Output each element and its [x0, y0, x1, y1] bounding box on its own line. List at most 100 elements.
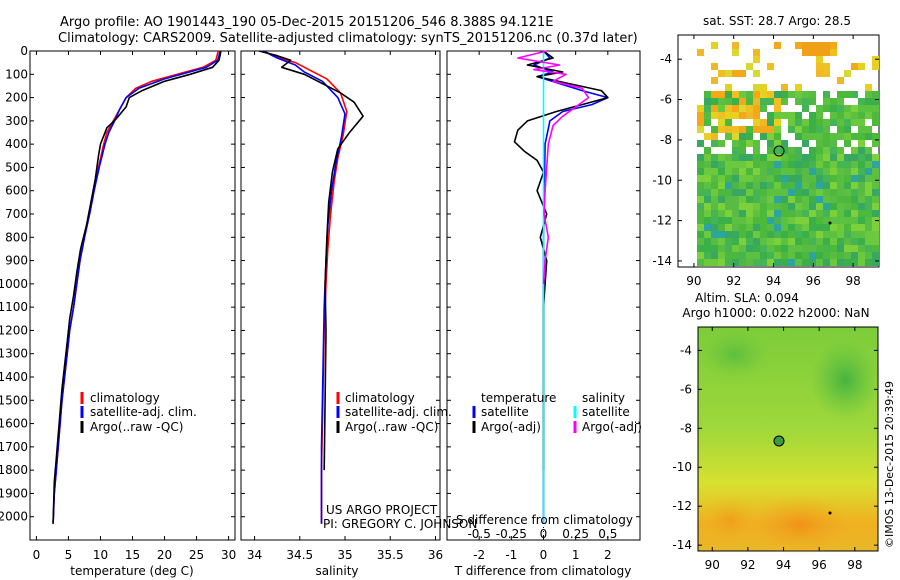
sst-cell [802, 161, 809, 168]
difference-top-label: S difference from climatology [456, 513, 633, 527]
sst-cell [718, 210, 725, 217]
difference-legend-argo-temp: Argo(-adj) [481, 420, 541, 434]
sst-cell [795, 98, 802, 105]
sst-cell [725, 259, 732, 266]
sst-cell [830, 231, 837, 238]
sst-cell [767, 112, 774, 119]
sst-cell [711, 231, 718, 238]
sst-cell [746, 259, 753, 266]
sst-cell [823, 210, 830, 217]
sst-cell [851, 189, 858, 196]
sst-cell [851, 161, 858, 168]
sst-cell [704, 231, 711, 238]
sst-cell [732, 245, 739, 252]
sst-cell [781, 140, 788, 147]
sst-cell [739, 161, 746, 168]
sst-cell [844, 112, 851, 119]
sst-cell [753, 126, 760, 133]
sst-cell [858, 161, 865, 168]
x-tick-label: 30 [221, 548, 236, 562]
sst-cell [851, 119, 858, 126]
map-y-tick-label: -6 [660, 93, 672, 107]
series-line-satellite-adj-clim- [52, 50, 222, 524]
sst-cell [837, 105, 844, 112]
sst-cell [823, 49, 830, 56]
sst-cell [788, 182, 795, 189]
sst-cell [816, 175, 823, 182]
sla-green-lobe-right [810, 340, 880, 420]
sst-cell [697, 231, 704, 238]
salinity-legend: climatology satellite-adj. clim. Argo(..… [336, 391, 452, 434]
sst-cell [725, 91, 732, 98]
sst-cell [837, 252, 844, 259]
sst-cell [872, 133, 879, 140]
sst-cell [795, 217, 802, 224]
sst-cell [760, 238, 767, 245]
sst-cell [767, 133, 774, 140]
sst-cell [816, 168, 823, 175]
temperature-legend-argo: Argo(..raw -QC) [90, 420, 183, 434]
sst-cell [809, 147, 816, 154]
sst-cell [781, 252, 788, 259]
sst-cell [781, 112, 788, 119]
sst-cell [858, 245, 865, 252]
sst-cell [760, 182, 767, 189]
sst-cell [753, 70, 760, 77]
sst-cell [774, 259, 781, 266]
sst-cell [809, 175, 816, 182]
sst-cell [802, 42, 809, 49]
sst-cell [697, 154, 704, 161]
difference-series [513, 50, 609, 524]
x-tick-label: 2 [604, 548, 612, 562]
sst-cell [851, 182, 858, 189]
sst-cell [795, 238, 802, 245]
sst-cell [774, 133, 781, 140]
sst-cell [788, 238, 795, 245]
sst-cell [830, 252, 837, 259]
sst-cell [851, 196, 858, 203]
sst-cell [851, 175, 858, 182]
sst-cell [830, 182, 837, 189]
sst-cell [844, 126, 851, 133]
sst-cell [746, 161, 753, 168]
sst-cell [725, 175, 732, 182]
sst-cell [774, 182, 781, 189]
sst-cell [851, 252, 858, 259]
x-tick-label: 35 [337, 548, 352, 562]
sst-cell [809, 112, 816, 119]
sst-cell [844, 154, 851, 161]
sst-cell [697, 217, 704, 224]
sla-warm-edge [700, 495, 760, 545]
sst-cell [760, 161, 767, 168]
sla-argo-marker [773, 435, 785, 447]
sst-cell [830, 49, 837, 56]
sst-cell [795, 133, 802, 140]
sst-cell [795, 154, 802, 161]
sst-cell [844, 203, 851, 210]
sst-cell [746, 252, 753, 259]
sla-map-field [700, 330, 880, 555]
sst-cell [795, 42, 802, 49]
sst-cell [711, 98, 718, 105]
sst-cell [718, 175, 725, 182]
sst-cell [844, 189, 851, 196]
sst-cell [753, 175, 760, 182]
sst-cell [858, 119, 865, 126]
sst-cell [697, 105, 704, 112]
sst-cell [732, 210, 739, 217]
sst-cell [767, 168, 774, 175]
depth-tick-label: 1600 [0, 417, 28, 431]
temperature-x-axis: 0 5 10 15 20 25 30 [33, 51, 236, 562]
sst-cell [788, 203, 795, 210]
sst-cell [704, 133, 711, 140]
sst-cell [844, 168, 851, 175]
depth-tick-label: 2000 [0, 510, 28, 524]
sst-cell [767, 161, 774, 168]
sst-cell [816, 189, 823, 196]
sst-cell [851, 224, 858, 231]
sst-cell [830, 259, 837, 266]
sst-map-title: sat. SST: 28.7 Argo: 28.5 [703, 14, 851, 28]
sla-map-title-1: Altim. SLA: 0.094 [695, 291, 799, 305]
sst-cell [732, 231, 739, 238]
sst-cell [746, 196, 753, 203]
